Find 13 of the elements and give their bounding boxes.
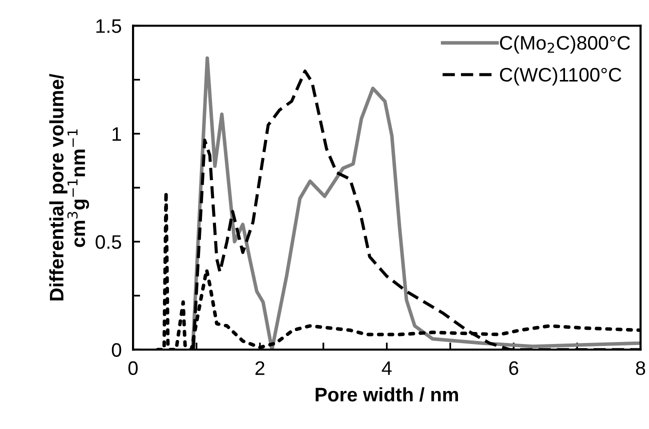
x-tick-label: 0 — [128, 361, 138, 376]
x-tick-label: 2 — [255, 361, 264, 375]
y-tick-label: 0.5 — [96, 235, 122, 249]
x-tick-label: 6 — [509, 361, 518, 376]
y-tick-label: 1.5 — [96, 19, 122, 33]
legend-label: C(Mo$_{2}$C)800°C — [500, 35, 630, 54]
x-axis-title: Pore width / nm — [316, 387, 458, 402]
y-axis-title: Differential pore volume/ cm$^{3}$g$^{−1}$nm$^{−1}$ — [49, 74, 90, 300]
x-tick-label: 4 — [382, 361, 392, 375]
x-tick-label: 8 — [636, 361, 646, 376]
y-tick-label: 0 — [112, 343, 122, 357]
legend-label: C(WC)1100°C — [500, 67, 622, 86]
y-tick-label: 1 — [112, 127, 121, 141]
